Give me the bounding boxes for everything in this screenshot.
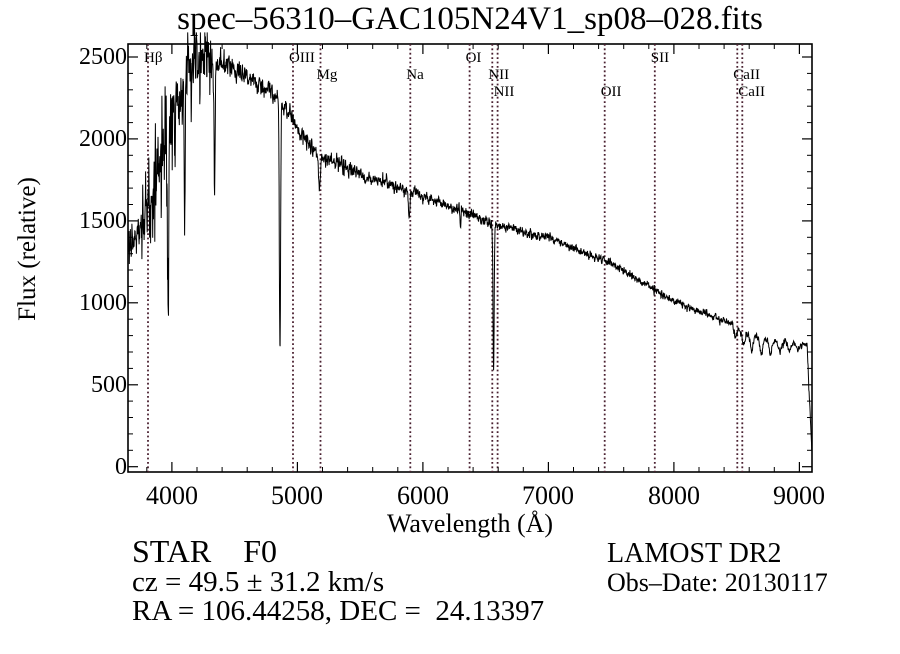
svg-text:OII: OII bbox=[601, 84, 622, 100]
svg-text:Hβ: Hβ bbox=[144, 50, 162, 66]
svg-text:2000: 2000 bbox=[79, 126, 127, 152]
svg-text:CaII: CaII bbox=[738, 84, 765, 100]
svg-text:500: 500 bbox=[91, 372, 127, 398]
svg-text:Flux (relative): Flux (relative) bbox=[14, 177, 41, 321]
svg-text:CaII: CaII bbox=[733, 67, 760, 83]
svg-text:0: 0 bbox=[115, 454, 127, 480]
svg-text:8000: 8000 bbox=[648, 481, 700, 510]
svg-text:RA = 106.44258, DEC = 24.1339: RA = 106.44258, DEC = 24.13397 bbox=[132, 595, 544, 627]
svg-text:OIII: OIII bbox=[289, 50, 315, 66]
svg-text:1000: 1000 bbox=[79, 290, 127, 316]
svg-text:5000: 5000 bbox=[271, 481, 323, 510]
svg-text:spec–56310–GAC105N24V1_sp08–02: spec–56310–GAC105N24V1_sp08–028.fits bbox=[177, 1, 763, 37]
svg-text:Wavelength (Å): Wavelength (Å) bbox=[387, 509, 553, 538]
svg-text:NII: NII bbox=[488, 67, 509, 83]
svg-text:2500: 2500 bbox=[79, 44, 127, 70]
svg-text:Mg: Mg bbox=[317, 67, 338, 83]
svg-text:Na: Na bbox=[406, 67, 424, 83]
svg-text:SII: SII bbox=[651, 50, 669, 66]
svg-text:4000: 4000 bbox=[146, 481, 198, 510]
svg-text:Obs–Date: 20130117: Obs–Date: 20130117 bbox=[607, 568, 828, 597]
svg-text:LAMOST DR2: LAMOST DR2 bbox=[607, 538, 782, 569]
svg-text:cz = 49.5 ± 31.2 km/s: cz = 49.5 ± 31.2 km/s bbox=[132, 566, 384, 598]
svg-text:7000: 7000 bbox=[522, 481, 574, 510]
svg-text:OI: OI bbox=[466, 50, 482, 66]
svg-text:STAR F0: STAR F0 bbox=[132, 533, 277, 569]
svg-text:NII: NII bbox=[494, 84, 515, 100]
svg-text:6000: 6000 bbox=[397, 481, 449, 510]
svg-text:9000: 9000 bbox=[773, 481, 825, 510]
svg-text:1500: 1500 bbox=[79, 208, 127, 234]
